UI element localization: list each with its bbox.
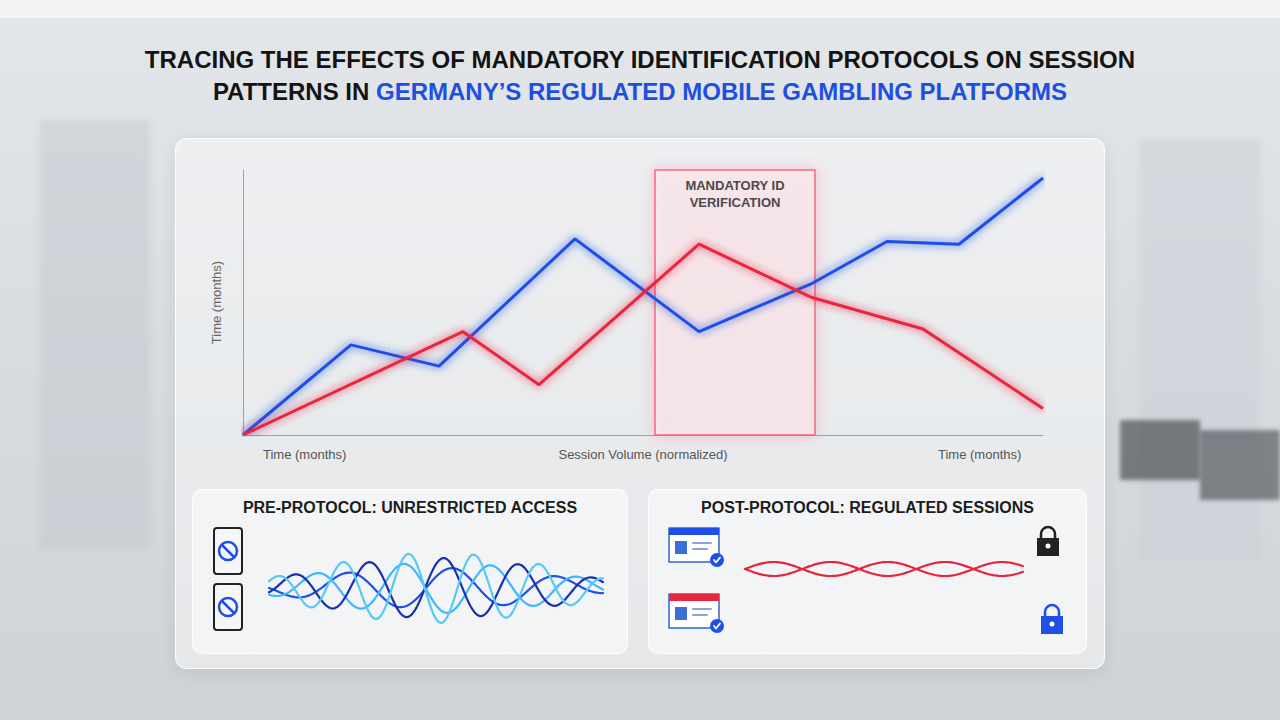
html-text:POST-PROTOCOL: REGULATED SESSI: POST-PROTOCOL: REGULATED SESSIONS: [701, 499, 1034, 516]
html-text:TRACING THE EFFECTS OF MANDATO: TRACING THE EFFECTS OF MANDATORY IDENTIF…: [144, 46, 1136, 105]
html-text:PRE-PROTOCOL: UNRESTRICTED ACC: PRE-PROTOCOL: UNRESTRICTED ACCESS: [242, 499, 578, 516]
svg-text:VERIFICATION: VERIFICATION: [690, 195, 781, 210]
html-text:Session Volume (normalized): Session Volume (normalized): [558, 447, 728, 462]
html-text:Time (months): Time (months): [263, 447, 347, 462]
svg-text:Time (months): Time (months): [209, 261, 224, 344]
html-text:Time (months): Time (months): [938, 447, 1022, 462]
svg-text:MANDATORY ID: MANDATORY ID: [685, 178, 784, 193]
